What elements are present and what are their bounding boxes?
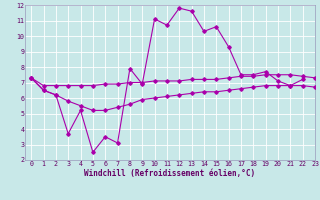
X-axis label: Windchill (Refroidissement éolien,°C): Windchill (Refroidissement éolien,°C) — [84, 169, 256, 178]
